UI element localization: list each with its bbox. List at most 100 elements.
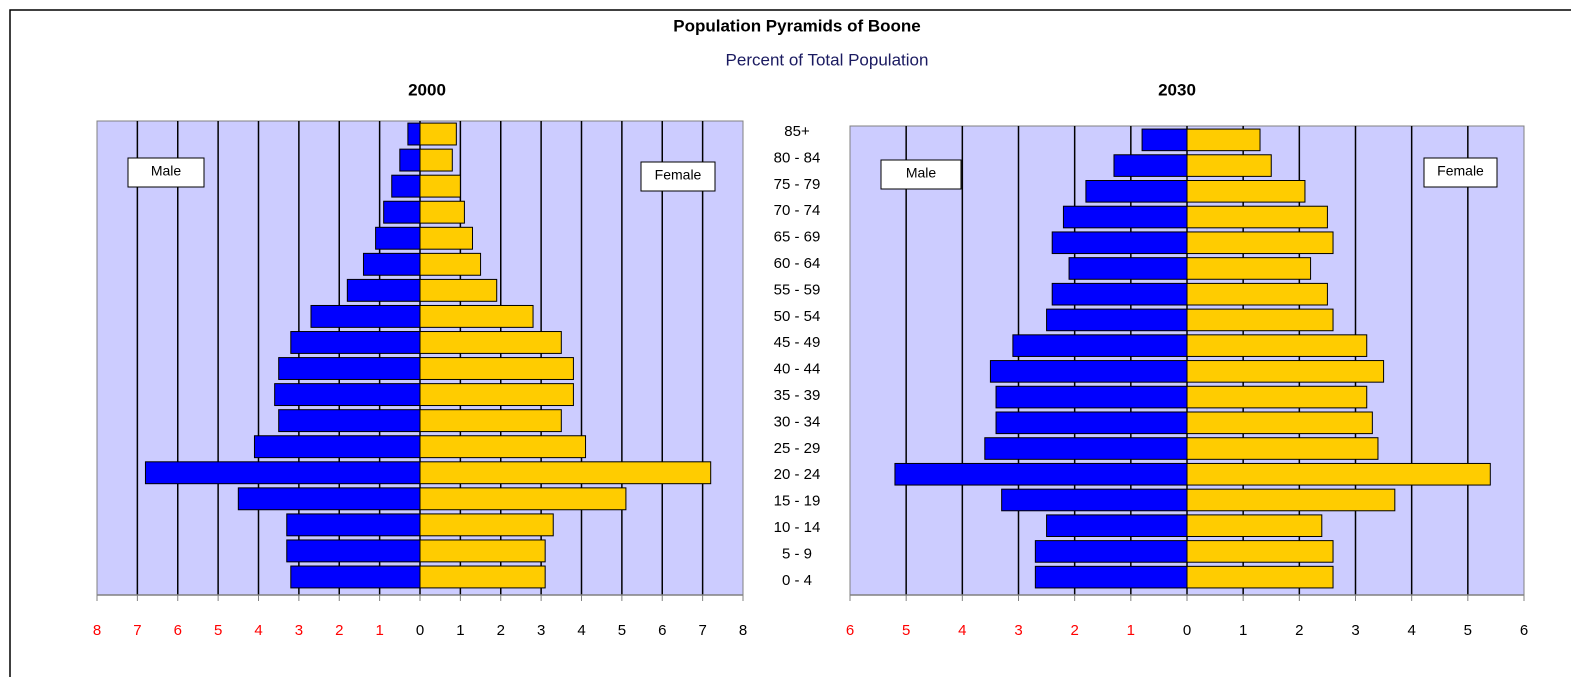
bar xyxy=(407,122,421,146)
bar xyxy=(290,565,421,589)
x-tick-label: 5 xyxy=(1464,622,1472,639)
bar xyxy=(1186,540,1334,563)
x-tick-label: 1 xyxy=(1239,622,1247,639)
bar xyxy=(419,513,554,537)
bar xyxy=(1186,180,1306,203)
bar xyxy=(1113,154,1188,177)
bar xyxy=(286,539,421,563)
x-tick-label: 2 xyxy=(1070,622,1078,639)
category-label: 85+ xyxy=(784,123,810,140)
x-tick-label: 8 xyxy=(739,622,747,639)
bar xyxy=(1141,128,1188,152)
bar xyxy=(383,200,421,224)
bar xyxy=(144,461,421,485)
bar xyxy=(346,278,421,302)
category-label: 10 - 14 xyxy=(774,519,821,536)
bar xyxy=(1186,334,1368,357)
bar xyxy=(237,487,421,511)
category-label: 25 - 29 xyxy=(774,440,821,457)
x-tick-label: 4 xyxy=(1407,622,1415,639)
bar xyxy=(375,226,421,250)
chart-subtitle: Percent of Total Population xyxy=(726,50,929,69)
x-tick-label: 8 xyxy=(93,622,101,639)
bar xyxy=(1068,257,1188,280)
bar xyxy=(1001,488,1188,512)
frame xyxy=(9,9,1571,677)
x-tick-label: 3 xyxy=(537,622,545,639)
category-label: 70 - 74 xyxy=(774,202,821,219)
x-tick-label: 0 xyxy=(1183,622,1191,639)
category-label: 75 - 79 xyxy=(774,176,821,193)
category-label: 80 - 84 xyxy=(774,149,821,166)
x-tick-label: 0 xyxy=(416,622,424,639)
category-label: 45 - 49 xyxy=(774,334,821,351)
category-label: 5 - 9 xyxy=(782,545,812,562)
category-label: 65 - 69 xyxy=(774,229,821,246)
bar xyxy=(419,200,465,224)
panel-title: 2030 xyxy=(1158,80,1196,99)
bar xyxy=(1186,282,1328,306)
bar xyxy=(419,122,457,146)
bar xyxy=(290,331,421,354)
category-label: 40 - 44 xyxy=(774,361,821,378)
legend-box xyxy=(880,159,962,190)
bar xyxy=(286,513,421,537)
bar xyxy=(419,357,574,380)
bar xyxy=(391,174,421,198)
bar xyxy=(419,226,473,250)
legend-label: Female xyxy=(1437,163,1484,179)
x-tick-label: 2 xyxy=(1295,622,1303,639)
category-label: 55 - 59 xyxy=(774,281,821,298)
bar xyxy=(419,278,498,302)
legend-box xyxy=(127,157,205,188)
x-tick-label: 6 xyxy=(1520,622,1528,639)
category-label: 0 - 4 xyxy=(782,572,812,589)
bar xyxy=(1186,128,1261,152)
x-tick-label: 7 xyxy=(133,622,141,639)
bar xyxy=(419,383,574,407)
bar xyxy=(419,461,712,485)
x-tick-label: 2 xyxy=(497,622,505,639)
bar xyxy=(1186,154,1272,177)
bar xyxy=(1051,282,1188,306)
bar xyxy=(1186,437,1379,460)
legend-label: Male xyxy=(151,163,182,179)
bar xyxy=(419,148,453,172)
x-tick-label: 3 xyxy=(295,622,303,639)
x-tick-label: 1 xyxy=(375,622,383,639)
bar xyxy=(419,331,562,354)
bar xyxy=(1186,360,1385,383)
bar xyxy=(1085,180,1188,203)
bar xyxy=(278,357,421,380)
bar xyxy=(1186,385,1368,409)
chart-title: Population Pyramids of Boone xyxy=(673,16,920,35)
x-tick-label: 3 xyxy=(1014,622,1022,639)
bar xyxy=(362,252,421,276)
category-label: 50 - 54 xyxy=(774,308,821,325)
panel-title: 2000 xyxy=(408,80,446,99)
bar xyxy=(1186,565,1334,589)
legend-box xyxy=(640,161,716,192)
bar xyxy=(419,174,461,198)
bar xyxy=(984,437,1188,460)
x-tick-label: 5 xyxy=(902,622,910,639)
x-tick-label: 1 xyxy=(1127,622,1135,639)
bar xyxy=(1046,514,1188,537)
legend-label: Female xyxy=(655,167,702,183)
bar xyxy=(1186,308,1334,332)
x-tick-label: 3 xyxy=(1351,622,1359,639)
x-tick-label: 6 xyxy=(174,622,182,639)
bar xyxy=(989,360,1188,383)
bar xyxy=(419,487,627,511)
x-tick-label: 5 xyxy=(214,622,222,639)
bar xyxy=(995,385,1188,409)
x-tick-label: 4 xyxy=(958,622,966,639)
x-tick-label: 2 xyxy=(335,622,343,639)
category-label: 35 - 39 xyxy=(774,387,821,404)
bar xyxy=(1034,540,1188,563)
x-tick-label: 6 xyxy=(658,622,666,639)
bar xyxy=(419,565,546,589)
bar xyxy=(1186,462,1491,486)
bar xyxy=(1012,334,1188,357)
